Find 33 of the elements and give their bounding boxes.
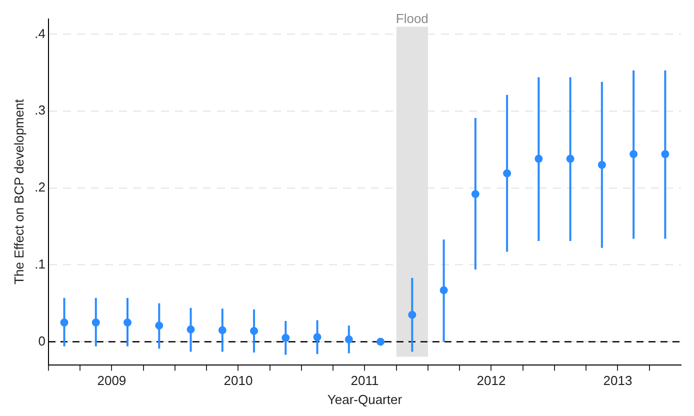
point: [598, 160, 606, 169]
y-tick-label: .3: [34, 102, 46, 118]
x-tick-label: 2010: [224, 373, 253, 388]
point: [661, 150, 670, 158]
x-tick-label: 2012: [476, 373, 506, 388]
point: [124, 318, 132, 327]
point: [344, 335, 353, 344]
point: [186, 325, 195, 334]
point: [250, 326, 258, 335]
point: [408, 310, 416, 319]
point: [60, 318, 68, 327]
point: [313, 333, 322, 342]
y-tick-label: .4: [34, 26, 46, 41]
y-axis-title: The Effect on BCP development: [11, 98, 26, 284]
point: [155, 322, 164, 330]
y-tick-label: .1: [34, 256, 46, 272]
x-tick-label: 2009: [97, 373, 126, 388]
point: [471, 190, 480, 198]
point: [503, 169, 512, 178]
point: [282, 334, 290, 342]
y-tick-label: 0: [38, 333, 46, 348]
y-tick-label: .2: [34, 180, 46, 195]
point: [440, 286, 448, 294]
point: [92, 318, 100, 327]
x-axis-title: Year-Quarter: [327, 392, 403, 407]
point: [376, 338, 385, 346]
point: [218, 326, 226, 334]
point: [630, 150, 638, 158]
x-tick-label: 2013: [603, 373, 632, 388]
point: [534, 154, 543, 163]
x-tick-label: 2011: [350, 373, 379, 388]
point: [566, 154, 574, 163]
band-label: Flood: [396, 10, 428, 26]
